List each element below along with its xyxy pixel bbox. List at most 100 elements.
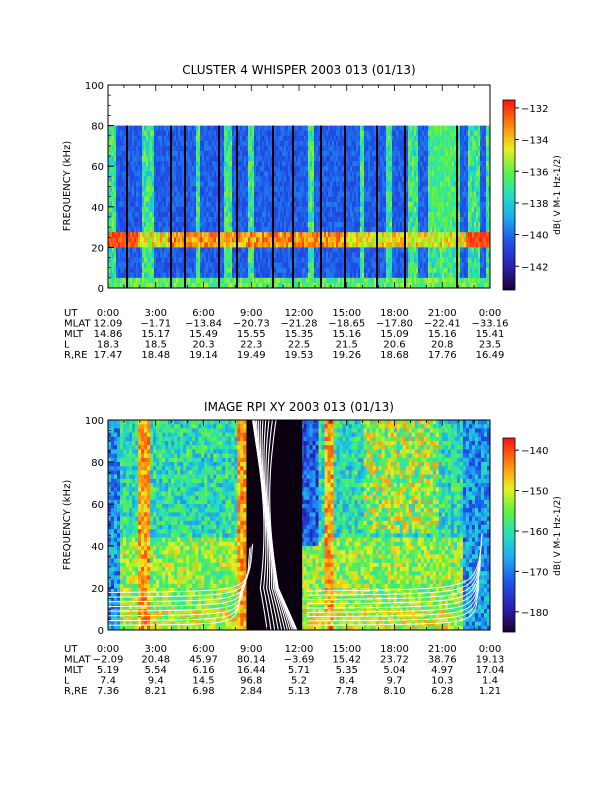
ephemeris-value: 8.21 bbox=[145, 686, 167, 697]
ephemeris-value: 18.3 bbox=[97, 340, 119, 351]
ephemeris-value: 19.53 bbox=[285, 350, 314, 361]
contour-line bbox=[307, 585, 480, 622]
ephemeris-value: 0:00 bbox=[479, 644, 501, 655]
colorbar-tick-label: −170 bbox=[521, 567, 548, 578]
ephemeris-value: 23.72 bbox=[380, 655, 409, 666]
ephemeris-value: 5.13 bbox=[288, 686, 310, 697]
ephemeris-value: −20.73 bbox=[233, 319, 270, 330]
ephemeris-value: 19.14 bbox=[189, 350, 218, 361]
ephemeris-row-name: MLAT bbox=[64, 319, 91, 330]
ephemeris-value: 7.4 bbox=[100, 676, 116, 687]
ephemeris-value: 18:00 bbox=[380, 308, 409, 319]
cluster-spectrogram-cells bbox=[108, 85, 490, 288]
colorbar-tick-label: −150 bbox=[521, 487, 548, 498]
ephemeris-value: 22.5 bbox=[288, 340, 310, 351]
ephemeris-value: 6:00 bbox=[192, 308, 214, 319]
data-gap bbox=[170, 125, 172, 288]
ephemeris-value: 6:00 bbox=[192, 644, 214, 655]
dark-band bbox=[246, 420, 303, 630]
data-gap bbox=[404, 125, 406, 288]
ephemeris-value: 17.76 bbox=[428, 350, 457, 361]
ephemeris-value: 22.3 bbox=[240, 340, 262, 351]
ephemeris-value: 12:00 bbox=[285, 644, 314, 655]
y-tick-label: 100 bbox=[85, 81, 104, 92]
image-rpi-colorbar bbox=[502, 437, 516, 633]
colorbar-tick-label: −160 bbox=[521, 527, 548, 538]
ephemeris-value: 9.7 bbox=[387, 676, 403, 687]
ephemeris-value: 5.54 bbox=[145, 665, 167, 676]
data-gap bbox=[272, 125, 274, 288]
ephemeris-value: −21.28 bbox=[280, 319, 317, 330]
image-rpi-spectrogram-cells bbox=[108, 420, 490, 630]
ephemeris-value: −22.41 bbox=[424, 319, 461, 330]
ephemeris-value: 5.71 bbox=[288, 665, 310, 676]
ephemeris-value: 18.5 bbox=[145, 340, 167, 351]
contour-line bbox=[307, 582, 480, 618]
colorbar-tick-label: −132 bbox=[521, 104, 548, 115]
cluster-ephemeris-table: UT 0:00 3:00 6:00 9:00 12:00 15:00 18:00 21:00 0:… bbox=[64, 308, 509, 361]
ephemeris-value: 15.42 bbox=[332, 655, 361, 666]
contour-line bbox=[108, 587, 243, 621]
image-rpi-ephemeris-table: UT 0:00 3:00 6:00 9:00 12:00 15:00 18:00 21:00 0:… bbox=[64, 644, 504, 697]
data-gap bbox=[320, 125, 322, 288]
ephemeris-value: 18.68 bbox=[380, 350, 409, 361]
image-rpi-spectrogram bbox=[108, 420, 490, 630]
contour-line bbox=[108, 578, 246, 612]
colorbar-tick-label: −140 bbox=[521, 446, 548, 457]
ephemeris-value: 16.44 bbox=[237, 665, 266, 676]
ephemeris-value: 9:00 bbox=[240, 308, 262, 319]
ephemeris-value: 15.55 bbox=[237, 329, 266, 340]
data-gap bbox=[218, 125, 220, 288]
ephemeris-value: 19.26 bbox=[332, 350, 361, 361]
ephemeris-row-name: MLT bbox=[64, 665, 84, 676]
ephemeris-value: 20.48 bbox=[141, 655, 170, 666]
ephemeris-value: −33.16 bbox=[471, 319, 508, 330]
contour-line bbox=[108, 574, 247, 607]
data-gap bbox=[184, 125, 186, 288]
y-tick-label: 40 bbox=[91, 542, 104, 553]
y-tick-label: 60 bbox=[91, 500, 104, 511]
ephemeris-value: 17.04 bbox=[476, 665, 505, 676]
y-tick-label: 100 bbox=[85, 416, 104, 427]
cluster-ylabel: FREQUENCY (kHz) bbox=[62, 141, 73, 232]
ephemeris-value: 20.3 bbox=[192, 340, 214, 351]
ephemeris-value: 21.5 bbox=[336, 340, 358, 351]
ephemeris-value: 15.49 bbox=[189, 329, 218, 340]
cluster-colorbar-ticks: −132 −134 −136 −138 −140 −142 bbox=[515, 104, 548, 273]
y-tick-label: 80 bbox=[91, 458, 104, 469]
ephemeris-value: −1.71 bbox=[140, 319, 171, 330]
contour-line bbox=[307, 579, 480, 613]
contour-line bbox=[108, 546, 252, 598]
image-rpi-title: IMAGE RPI XY 2003 013 (01/13) bbox=[204, 400, 394, 414]
ephemeris-row-name: R,RE bbox=[64, 350, 87, 361]
cluster-spectrogram bbox=[108, 85, 490, 288]
ephemeris-value: 18:00 bbox=[380, 644, 409, 655]
ephemeris-value: 23.5 bbox=[479, 340, 501, 351]
ephemeris-value: 12:00 bbox=[285, 308, 314, 319]
ephemeris-value: 21:00 bbox=[428, 308, 457, 319]
ephemeris-row-name: UT bbox=[64, 644, 78, 655]
y-tick-label: 80 bbox=[91, 122, 104, 133]
ephemeris-value: 21:00 bbox=[428, 644, 457, 655]
ephemeris-value: 0:00 bbox=[97, 308, 119, 319]
data-gap bbox=[236, 125, 238, 288]
contour-line bbox=[307, 533, 483, 596]
ephemeris-value: 9.4 bbox=[148, 676, 164, 687]
cluster-colorbar bbox=[502, 99, 516, 291]
data-gap bbox=[344, 125, 346, 288]
ephemeris-value: −2.09 bbox=[93, 655, 124, 666]
contour-line bbox=[269, 420, 298, 630]
ephemeris-value: 19.13 bbox=[476, 655, 505, 666]
ephemeris-value: 10.3 bbox=[431, 676, 453, 687]
ephemeris-value: −17.80 bbox=[376, 319, 413, 330]
cluster-panel: CLUSTER 4 WHISPER 2003 013 (01/13) 0 20 40… bbox=[62, 63, 563, 361]
ephemeris-value: 5.04 bbox=[383, 665, 405, 676]
image-rpi-colorbar-label: dB( V M-1 Hz-1/2) bbox=[553, 496, 563, 576]
ephemeris-value: 3:00 bbox=[145, 644, 167, 655]
ephemeris-value: 19.49 bbox=[237, 350, 266, 361]
ephemeris-value: 15:00 bbox=[332, 308, 361, 319]
ephemeris-value: 15.16 bbox=[332, 329, 361, 340]
ephemeris-value: 3:00 bbox=[145, 308, 167, 319]
ephemeris-value: 5.2 bbox=[291, 676, 307, 687]
colorbar-tick-label: −134 bbox=[521, 136, 548, 147]
